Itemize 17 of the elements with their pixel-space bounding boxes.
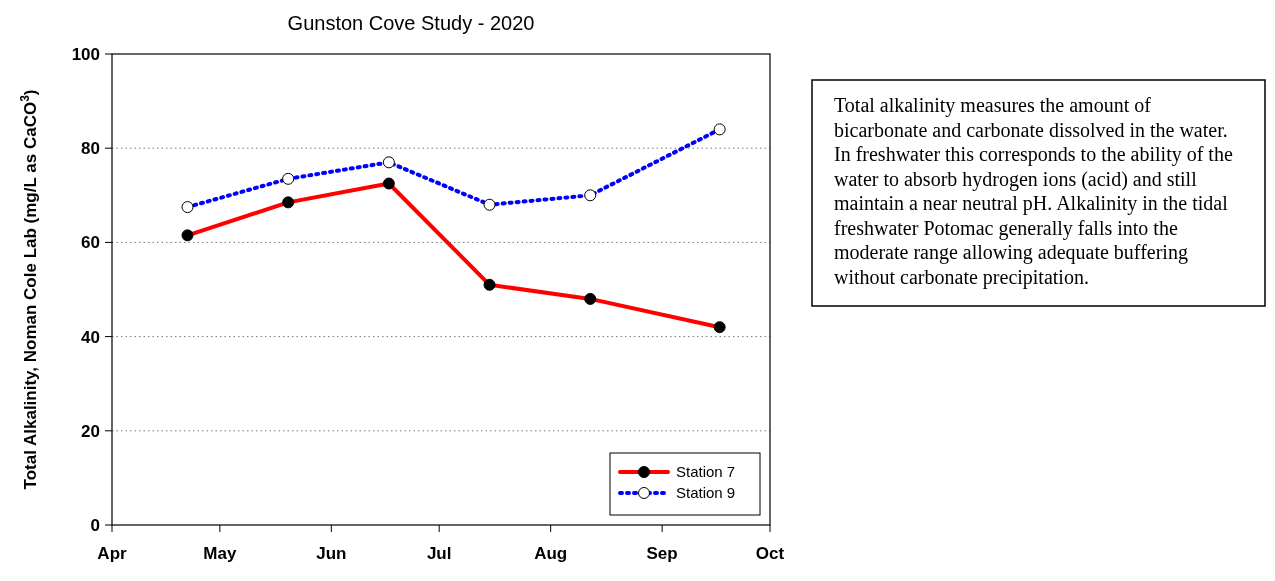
x-tick-label: Jun	[316, 544, 347, 563]
y-tick-label: 100	[71, 44, 100, 64]
x-tick-label: Jul	[426, 544, 452, 563]
chart-title: Gunston Cove Study - 2020	[287, 12, 535, 34]
legend-label: Station 7	[676, 463, 736, 481]
y-tick-label: 0	[90, 515, 100, 535]
y-tick-label: 20	[81, 421, 100, 441]
text: Total alkalinity measures the amount of bicarbonate and carbonate dissolved in the water. In freshwater this corresponds to the ability of the water to absorb hydrogen ions (acid) and still maintain a near neutral pH. Alkalinity in the tidal freshwater Potomac generally falls into the moderate range allowing adequate buffering without carbonate precipitation.	[834, 94, 1233, 289]
x-tick-label: May	[203, 544, 237, 563]
x-tick-label: Sep	[646, 544, 678, 563]
y-tick-label: 40	[81, 327, 100, 347]
legend-label: Station 9	[676, 484, 736, 502]
x-tick-label: Apr	[97, 544, 128, 563]
y-tick-label: 80	[81, 139, 100, 159]
x-tick-label: Oct	[755, 544, 785, 563]
x-tick-label: Aug	[534, 544, 568, 563]
y-tick-label: 60	[81, 233, 100, 253]
